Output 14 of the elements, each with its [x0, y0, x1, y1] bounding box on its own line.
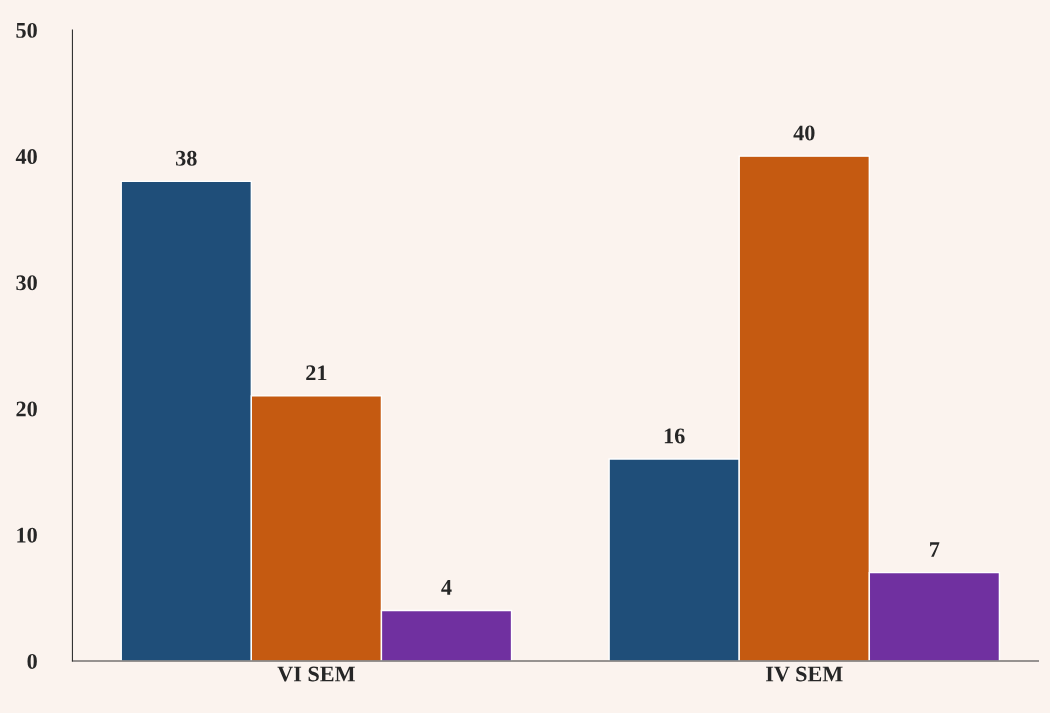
y-tick-label: 0 — [27, 653, 37, 669]
data-label: 7 — [930, 542, 940, 557]
data-label: 21 — [306, 365, 327, 381]
y-tick-label: 30 — [16, 275, 37, 291]
data-label: 40 — [793, 125, 815, 141]
data-label: 38 — [176, 150, 197, 166]
data-label: 4 — [441, 580, 452, 595]
y-tick-label: 20 — [16, 401, 37, 417]
x-tick-label: VI SEM — [277, 666, 355, 682]
y-tick-label: 50 — [16, 22, 37, 38]
y-tick-label: 10 — [17, 527, 37, 543]
y-tick-label: 40 — [15, 149, 37, 165]
data-label: 16 — [664, 428, 685, 444]
x-tick-label: IV SEM — [766, 666, 843, 682]
